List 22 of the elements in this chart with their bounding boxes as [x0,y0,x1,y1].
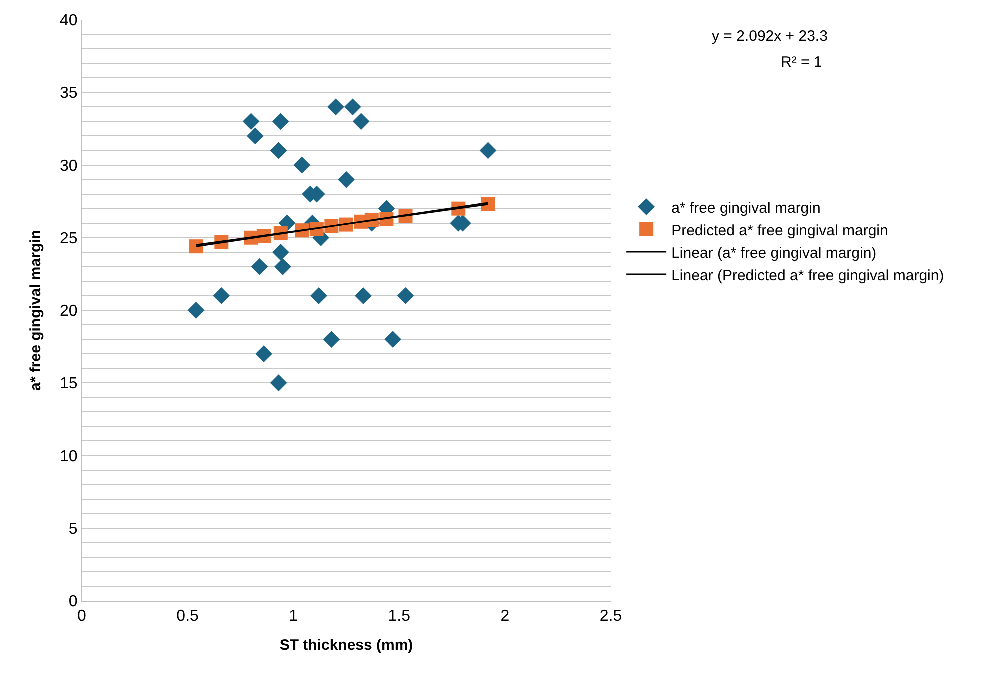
y-tick-label: 10 [60,448,78,466]
legend-label: Predicted a* free gingival margin [672,222,888,240]
y-tick-label: 15 [60,376,78,393]
text: y = 2.092x + 23.3 [712,28,828,45]
x-axis-title: ST thickness (mm) [280,637,414,654]
x-tick-label: 2 [500,608,510,626]
x-tick-label: 1.5 [388,608,411,626]
y-axis-title: a* free gingival margin [27,230,44,391]
text: R² = 1 [781,54,822,71]
y-tick-label: 35 [60,85,78,102]
x-tick-label: 1 [289,608,298,626]
y-tick-label: 5 [68,520,78,538]
y-tick-label: 30 [60,158,78,175]
legend-label: Linear (a* free gingival margin) [672,244,877,262]
legend-label: Linear (Predicted a* free gingival margin) [672,267,944,284]
y-tick-label: 0 [68,594,78,611]
x-tick-label: 2.5 [600,608,622,626]
y-tick-label: 40 [60,12,78,30]
legend-label: a* free gingival margin [672,200,821,217]
y-tick-label: 20 [60,303,78,320]
x-tick-label: 0.5 [176,608,200,626]
y-tick-label: 25 [60,230,78,248]
